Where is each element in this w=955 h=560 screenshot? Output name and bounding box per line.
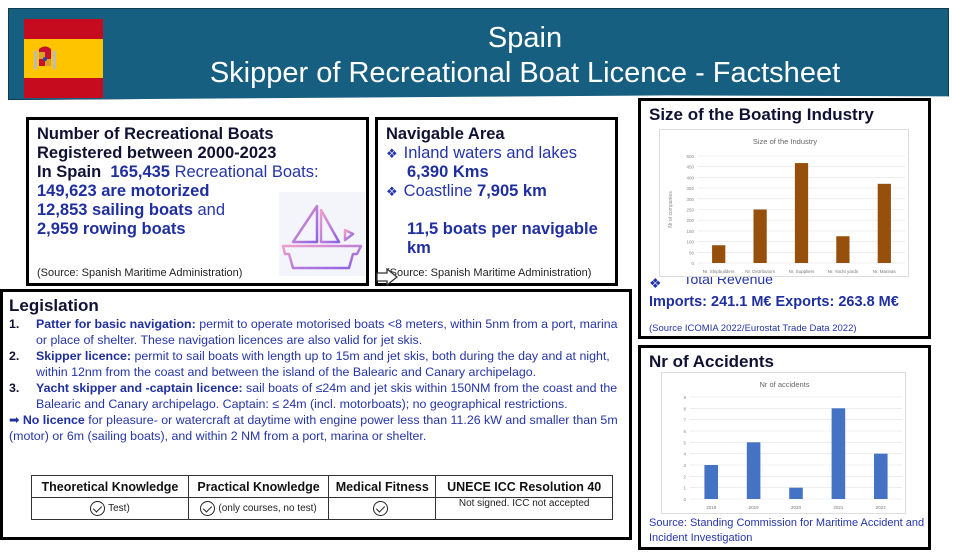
revenue-label: Total Revenue — [683, 277, 773, 287]
spain-flag-icon — [24, 19, 103, 98]
boats-heading-2: Registered between 2000-2023 — [37, 144, 277, 162]
check-circle-icon — [90, 501, 106, 516]
legislation-item: 2. Skipper licence: permit to sail boats… — [9, 349, 610, 379]
arrow-right-icon — [376, 268, 398, 286]
svg-text:Nr of accidents: Nr of accidents — [759, 380, 809, 389]
inland-value: 6,390 Kms — [407, 163, 489, 181]
svg-text:100: 100 — [686, 240, 694, 245]
svg-text:2022: 2022 — [876, 505, 887, 510]
svg-text:Nr. Yacht yards: Nr. Yacht yards — [828, 269, 859, 274]
table-header: Medical Fitness — [328, 475, 437, 498]
page-title: Spain — [487, 22, 563, 54]
svg-text:Nr. Distributors: Nr. Distributors — [745, 269, 776, 274]
svg-text:2021: 2021 — [833, 505, 844, 510]
svg-text:500: 500 — [686, 154, 694, 159]
svg-text:2: 2 — [683, 474, 686, 479]
svg-text:Nr. Suppliers: Nr. Suppliers — [789, 269, 816, 274]
trade-values: Imports: 241.1 M€ Exports: 263.8 M€ — [649, 294, 899, 310]
in-spain-label: In Spain — [37, 163, 102, 181]
svg-text:400: 400 — [686, 175, 694, 180]
accidents-chart: Nr of accidents 0 1 2 3 4 5 6 7 8 9 2018 2019 2020 202… — [661, 372, 906, 514]
diamond-bullet-icon: ❖ — [649, 277, 662, 288]
coastline-label: Coastline — [403, 182, 473, 200]
navigable-area-panel: Navigable Area ❖ Inland waters and lakes … — [375, 117, 618, 286]
svg-text:8: 8 — [683, 406, 686, 411]
check-circle-icon — [373, 501, 389, 516]
sailing-suffix: and — [197, 201, 226, 219]
svg-text:9: 9 — [683, 395, 686, 400]
accidents-heading: Nr of Accidents — [649, 352, 775, 371]
navigable-heading: Navigable Area — [386, 125, 505, 143]
svg-text:350: 350 — [686, 186, 694, 191]
table-header: Theoretical Knowledge — [31, 475, 189, 498]
table-row: Test) (only courses, no test) Not signed… — [31, 497, 613, 520]
header-banner — [8, 8, 949, 100]
diamond-bullet-icon: ❖ — [386, 146, 398, 161]
requirements-table: Theoretical Knowledge Practical Knowledg… — [31, 475, 613, 520]
svg-text:0: 0 — [691, 261, 694, 266]
svg-text:Nr. Shipbuilders: Nr. Shipbuilders — [703, 269, 736, 274]
svg-text:4: 4 — [683, 452, 686, 457]
legislation-panel: Legislation 1. Patter for basic navigati… — [0, 289, 632, 540]
table-header: UNECE ICC Resolution 40 — [435, 475, 613, 498]
svg-text:300: 300 — [686, 197, 694, 202]
svg-text:250: 250 — [686, 208, 694, 213]
check-circle-icon — [200, 501, 216, 516]
industry-chart: Size of the Industry 0 50 100 150 200 250 300 35… — [659, 129, 909, 277]
sailing-count: 12,853 sailing boats — [37, 201, 193, 219]
svg-text:450: 450 — [686, 165, 694, 170]
svg-text:Nr. Marinas: Nr. Marinas — [873, 269, 897, 274]
svg-text:7: 7 — [683, 418, 686, 423]
svg-text:6: 6 — [683, 429, 686, 434]
svg-text:2018: 2018 — [706, 505, 717, 510]
svg-text:1: 1 — [683, 486, 686, 491]
navigable-source: (Source: Spanish Maritime Administration… — [386, 267, 592, 279]
svg-text:Size of the Industry: Size of the Industry — [753, 137, 817, 146]
svg-text:2019: 2019 — [749, 505, 760, 510]
page-subtitle: Skipper of Recreational Boat Licence - F… — [209, 57, 841, 89]
diamond-bullet-icon: ❖ — [386, 184, 398, 199]
boats-source: (Source: Spanish Maritime Administration… — [37, 267, 243, 279]
total-suffix: Recreational Boats: — [174, 163, 319, 181]
motorized-count: 149,623 are motorized — [37, 182, 210, 200]
boating-industry-panel: Size of the Boating Industry Size of the… — [638, 98, 931, 339]
sailboat-icon — [279, 192, 365, 276]
boats-density: 11,5 boats per navigable km — [407, 220, 598, 257]
svg-text:2020: 2020 — [791, 505, 802, 510]
svg-text:3: 3 — [683, 463, 686, 468]
recreational-boats-panel: Number of Recreational Boats Registered … — [26, 117, 369, 286]
legislation-item: 1. Patter for basic navigation: permit t… — [9, 317, 618, 347]
no-licence-note: ➡ No licence for pleasure- or watercraft… — [9, 413, 618, 443]
accidents-panel: Nr of Accidents Nr of accidents 0 1 2 3 4 5 6 7 8… — [638, 345, 931, 550]
svg-text:Nr of companies: Nr of companies — [668, 191, 674, 228]
coat-of-arms-icon — [34, 46, 56, 69]
svg-text:50: 50 — [689, 250, 695, 255]
industry-heading: Size of the Boating Industry — [649, 105, 874, 124]
arrow-right-icon: ➡ — [9, 413, 20, 427]
coastline-value: 7,905 km — [477, 182, 547, 200]
svg-text:5: 5 — [683, 440, 686, 445]
boats-heading-1: Number of Recreational Boats — [37, 125, 274, 143]
inland-label: Inland waters and lakes — [403, 144, 578, 162]
svg-text:200: 200 — [686, 218, 694, 223]
legislation-item: 3. Yacht skipper and -captain licence: s… — [9, 381, 618, 411]
total-boats: 165,435 — [110, 163, 170, 181]
svg-text:150: 150 — [686, 229, 694, 234]
industry-source: (Source ICOMIA 2022/Eurostat Trade Data … — [649, 323, 857, 334]
table-header: Practical Knowledge — [187, 475, 330, 498]
rowing-count: 2,959 rowing boats — [37, 220, 186, 238]
svg-text:0: 0 — [683, 497, 686, 502]
accidents-source: Source: Standing Commission for Maritime… — [649, 517, 925, 544]
legislation-heading: Legislation — [9, 296, 99, 315]
